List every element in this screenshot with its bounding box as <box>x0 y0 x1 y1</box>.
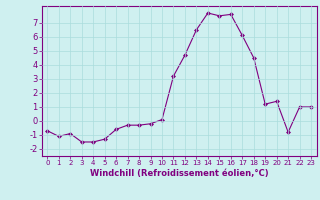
X-axis label: Windchill (Refroidissement éolien,°C): Windchill (Refroidissement éolien,°C) <box>90 169 268 178</box>
